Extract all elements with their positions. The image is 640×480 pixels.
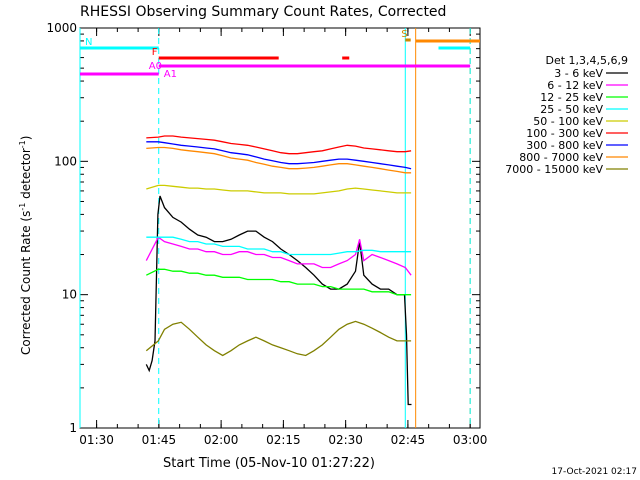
- y-axis-label: Corrected Count Rate (s-1 detector-1): [18, 136, 33, 355]
- x-tick-label: 02:45: [391, 433, 426, 447]
- series-line: [145, 236, 412, 276]
- y-tick-label: 100: [54, 154, 77, 168]
- legend-title: Det 1,3,4,5,6,9: [545, 54, 628, 67]
- series-line: [146, 268, 412, 296]
- legend-label: 25 - 50 keV: [540, 103, 603, 116]
- series-line: [146, 146, 412, 174]
- legend-label: 800 - 7000 keV: [519, 151, 603, 164]
- flag-label: A0: [149, 61, 162, 72]
- x-tick-label: 02:00: [204, 433, 239, 447]
- plot-area: [79, 27, 481, 429]
- x-tick-label: 01:30: [79, 433, 114, 447]
- legend-label: 12 - 25 keV: [540, 91, 603, 104]
- plot-frame: [79, 27, 481, 429]
- legend-label: 3 - 6 keV: [554, 67, 603, 80]
- series-line: [146, 184, 412, 195]
- series-line: [145, 320, 412, 357]
- y-tick-label: 10: [62, 288, 77, 302]
- chart-title: RHESSI Observing Summary Count Rates, Co…: [80, 4, 446, 20]
- y-tick-label: 1000: [46, 21, 77, 35]
- series-line: [145, 195, 412, 406]
- x-tick-label: 02:15: [266, 433, 301, 447]
- series-line: [146, 135, 412, 155]
- series-line: [146, 141, 412, 170]
- flag-label: A1: [164, 69, 177, 80]
- flag-label: S: [401, 29, 407, 40]
- y-axis-label-text: Corrected Count Rate (s-1 detector-1): [18, 136, 33, 355]
- x-tick-label: 01:45: [142, 433, 177, 447]
- x-tick-label: 02:30: [328, 433, 363, 447]
- series-line: [146, 236, 412, 256]
- y-tick-label: 1: [69, 421, 77, 435]
- footer-date: 17-Oct-2021 02:17: [552, 467, 637, 477]
- legend-label: 7000 - 15000 keV: [505, 163, 603, 176]
- flag-label: N: [85, 37, 92, 48]
- x-axis-label: Start Time (05-Nov-10 01:27:22): [163, 456, 375, 471]
- legend-label: 300 - 800 keV: [526, 139, 603, 152]
- legend-label: 6 - 12 keV: [547, 79, 603, 92]
- flag-label: F: [152, 47, 158, 58]
- x-tick-label: 03:00: [453, 433, 488, 447]
- legend-label: 100 - 300 keV: [526, 127, 603, 140]
- legend-label: 50 - 100 keV: [533, 115, 603, 128]
